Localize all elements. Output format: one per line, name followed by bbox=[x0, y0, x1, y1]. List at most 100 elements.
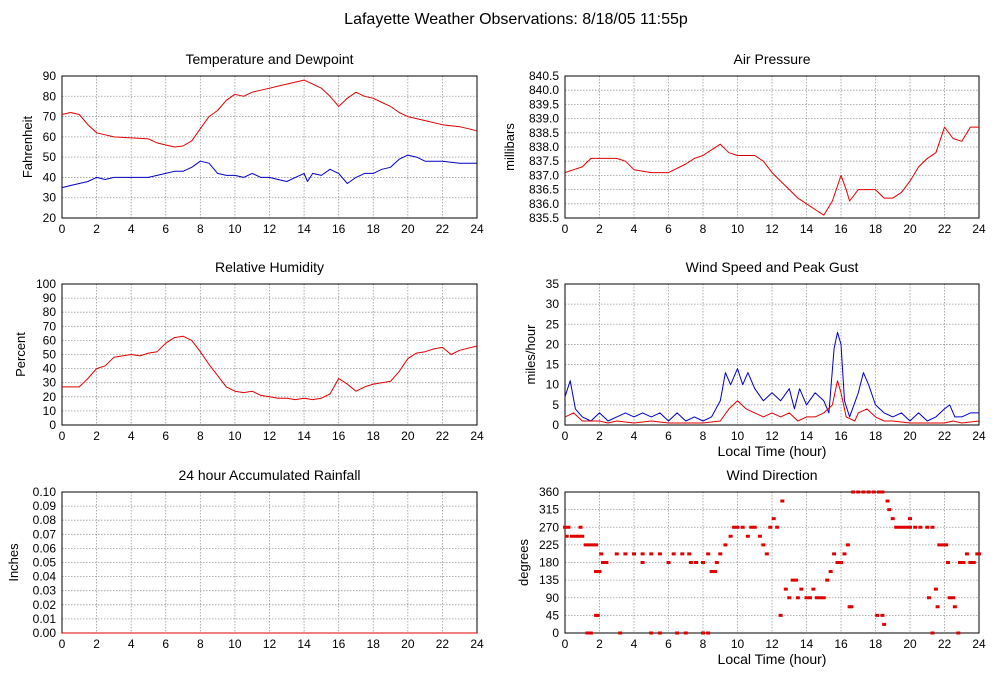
wind-direction-point bbox=[964, 552, 969, 556]
x-tick-label: 10 bbox=[228, 429, 242, 443]
wind-direction-point bbox=[930, 631, 935, 635]
y-tick-label: 10 bbox=[546, 378, 560, 392]
x-tick-label: 24 bbox=[470, 222, 484, 236]
x-tick-label: 2 bbox=[596, 222, 603, 236]
x-tick-label: 12 bbox=[263, 637, 277, 651]
plot-frame bbox=[61, 75, 478, 219]
x-tick-label: 6 bbox=[665, 637, 672, 651]
wind-direction-point bbox=[580, 534, 585, 538]
series-line-wind-1 bbox=[564, 380, 980, 424]
x-tick-label: 18 bbox=[869, 222, 883, 236]
wind-direction-point bbox=[583, 543, 588, 547]
plot-frame bbox=[564, 491, 980, 634]
y-tick-label: 45 bbox=[546, 608, 560, 622]
series-line-humid-0 bbox=[62, 335, 478, 401]
x-tick-label: 20 bbox=[903, 637, 917, 651]
wind-direction-point bbox=[585, 631, 590, 635]
wind-direction-point bbox=[573, 534, 578, 538]
x-tick-label: 4 bbox=[631, 222, 638, 236]
x-tick-label: 12 bbox=[263, 429, 277, 443]
y-axis-label: Inches bbox=[6, 543, 21, 582]
x-tick-label: 14 bbox=[297, 222, 311, 236]
wind-direction-point bbox=[671, 552, 676, 556]
x-tick-label: 10 bbox=[731, 429, 745, 443]
wind-direction-point bbox=[576, 534, 581, 538]
wind-direction-point bbox=[814, 596, 819, 600]
wind-direction-point bbox=[925, 525, 930, 529]
chart-title: Relative Humidity bbox=[215, 259, 324, 275]
y-tick-label: 840.5 bbox=[529, 69, 559, 83]
y-tick-label: 0 bbox=[552, 626, 559, 640]
wind-direction-point bbox=[749, 525, 754, 529]
y-tick-label: 40 bbox=[43, 170, 57, 184]
wind-direction-point bbox=[713, 570, 718, 574]
wind-direction-point bbox=[595, 613, 600, 617]
wind-direction-point bbox=[937, 543, 942, 547]
y-tick-label: 80 bbox=[43, 89, 57, 103]
wind-direction-point bbox=[701, 561, 705, 564]
wind-direction-point bbox=[564, 534, 569, 538]
y-axis-label: Fahrenheit bbox=[20, 116, 35, 179]
x-tick-label: 24 bbox=[972, 429, 986, 443]
y-tick-label: 0.01 bbox=[33, 612, 57, 626]
x-tick-label: 8 bbox=[197, 222, 204, 236]
y-axis-label: Percent bbox=[13, 332, 28, 377]
wind-direction-point bbox=[958, 561, 963, 564]
wind-direction-point bbox=[845, 543, 850, 547]
wind-direction-point bbox=[757, 534, 762, 538]
wind-direction-point bbox=[795, 596, 800, 600]
series-line-press-0 bbox=[564, 126, 979, 216]
x-tick-label: 14 bbox=[800, 637, 814, 651]
wind-direction-point bbox=[752, 525, 757, 529]
wind-direction-point bbox=[578, 525, 583, 529]
wind-direction-point bbox=[706, 552, 711, 556]
wind-direction-point bbox=[894, 525, 899, 529]
wind-direction-point bbox=[828, 570, 833, 574]
y-axis-label: miles/hour bbox=[523, 324, 538, 385]
wind-direction-point bbox=[897, 525, 902, 529]
wind-direction-point bbox=[951, 596, 956, 600]
wind-direction-point bbox=[706, 631, 711, 635]
x-tick-label: 18 bbox=[367, 637, 381, 651]
wind-direction-point bbox=[657, 552, 662, 556]
wind-direction-point bbox=[590, 543, 595, 547]
x-tick-label: 6 bbox=[162, 637, 169, 651]
x-tick-label: 12 bbox=[765, 429, 779, 443]
x-axis-label: Local Time (hour) bbox=[718, 651, 827, 667]
y-tick-label: 90 bbox=[43, 69, 57, 83]
wind-direction-point bbox=[908, 525, 912, 529]
y-tick-label: 10 bbox=[43, 404, 57, 418]
wind-direction-point bbox=[563, 525, 567, 529]
y-tick-label: 35 bbox=[546, 277, 560, 291]
plot-frame bbox=[564, 75, 980, 219]
x-tick-label: 16 bbox=[834, 637, 848, 651]
y-tick-label: 30 bbox=[43, 191, 57, 205]
wind-direction-point bbox=[944, 543, 949, 547]
wind-direction-point bbox=[933, 587, 938, 591]
y-tick-label: 0.03 bbox=[33, 584, 57, 598]
x-tick-label: 8 bbox=[700, 429, 707, 443]
wind-direction-point bbox=[718, 552, 723, 556]
y-tick-label: 70 bbox=[43, 110, 57, 124]
y-tick-label: 839.5 bbox=[529, 97, 559, 111]
y-tick-label: 100 bbox=[36, 277, 56, 291]
y-tick-label: 0.00 bbox=[33, 626, 57, 640]
wind-direction-point bbox=[913, 525, 918, 529]
y-tick-label: 315 bbox=[539, 503, 559, 517]
x-tick-label: 22 bbox=[938, 637, 952, 651]
y-tick-label: 0.04 bbox=[33, 570, 57, 584]
y-tick-label: 836.0 bbox=[529, 197, 559, 211]
wind-direction-point bbox=[566, 525, 571, 529]
x-tick-label: 22 bbox=[938, 429, 952, 443]
y-tick-label: 0 bbox=[552, 418, 559, 432]
wind-direction-point bbox=[640, 552, 645, 556]
x-tick-label: 16 bbox=[834, 222, 848, 236]
x-tick-label: 24 bbox=[972, 222, 986, 236]
y-tick-label: 837.5 bbox=[529, 154, 559, 168]
y-tick-label: 0.10 bbox=[33, 485, 57, 499]
y-tick-label: 80 bbox=[43, 305, 57, 319]
wind-direction-point bbox=[835, 561, 840, 564]
y-tick-label: 25 bbox=[546, 317, 560, 331]
x-tick-label: 14 bbox=[297, 637, 311, 651]
